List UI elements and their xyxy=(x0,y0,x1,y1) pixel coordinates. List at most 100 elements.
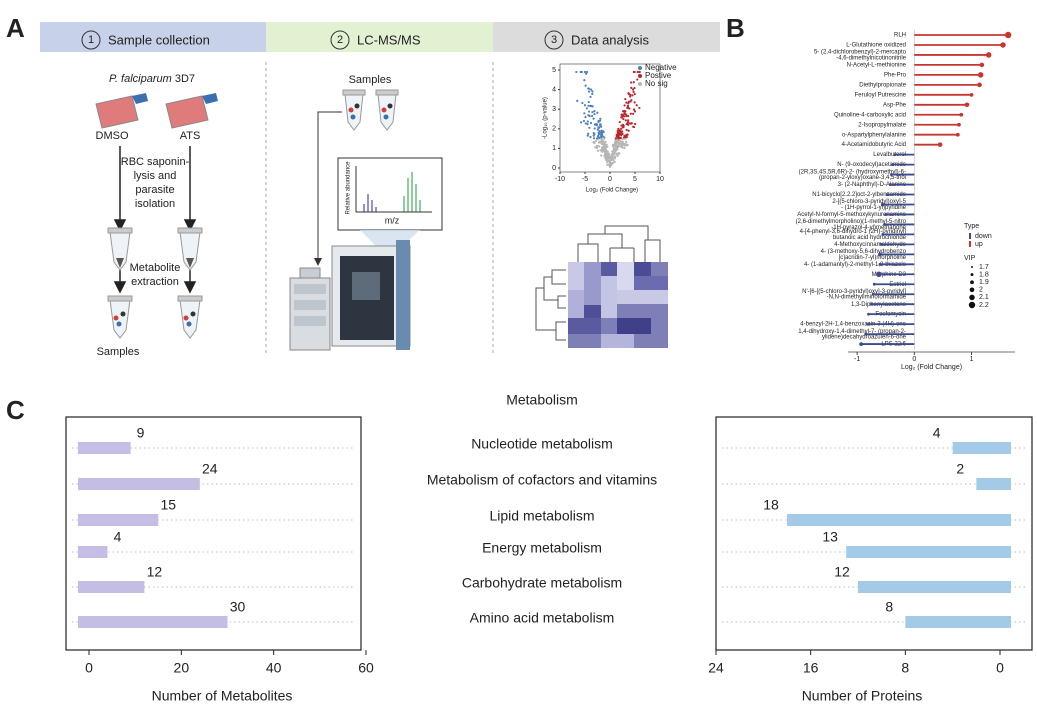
bar xyxy=(952,442,1011,454)
volcano-dot xyxy=(593,110,596,113)
value-label: 24 xyxy=(202,461,218,477)
row-label: (2,6-dimethylmorpholino)(1-methyl-5-nitr… xyxy=(796,219,907,225)
volcano-dot xyxy=(601,149,605,152)
sample-dots xyxy=(113,311,196,327)
lollipop-dot xyxy=(881,232,885,236)
lollipop-dot xyxy=(883,222,887,226)
row-label: Acetyl-N-formyl-5-methoxykynurenamine xyxy=(797,212,906,218)
volcano-dot xyxy=(625,135,628,138)
volcano-dot xyxy=(585,70,589,74)
volcano-dot xyxy=(627,129,630,132)
spectrum-ylabel: Relative abundance xyxy=(346,161,352,215)
volcano-dot xyxy=(613,150,616,153)
volcano-dot xyxy=(618,120,621,124)
volcano-dot xyxy=(625,128,628,132)
volcano-dot xyxy=(609,164,613,167)
x-axis-label: Number of Metabolites xyxy=(152,688,293,704)
volcano-dot xyxy=(593,112,596,116)
lollipop-dot xyxy=(866,322,869,326)
lollipop-dot xyxy=(957,122,961,127)
volcano-dot xyxy=(600,149,603,152)
lollipop-dot xyxy=(885,193,889,196)
volcano-dot xyxy=(586,134,589,137)
volcano-dot xyxy=(576,99,579,102)
lollipop-dot xyxy=(955,132,960,137)
row-label: 5- (2,4-dichlorobenzyl)-2-mercapto xyxy=(814,50,907,56)
strain-id: 3D7 xyxy=(175,73,195,85)
panel-label: C xyxy=(6,395,25,425)
volcano-dot xyxy=(610,154,613,157)
volcano-dot xyxy=(622,124,625,127)
row-label: butanoic acid hydrochloride xyxy=(833,235,907,241)
row-label: Phe-Pro xyxy=(884,72,907,78)
volcano-dot xyxy=(595,122,598,126)
dendrogram xyxy=(535,225,661,341)
row-label: 1,4-dihydroxy-1,4-dimethyl-7- (propan-2- xyxy=(798,329,906,335)
legend-size xyxy=(970,273,974,277)
plot-frame xyxy=(715,416,1033,651)
volcano-dot xyxy=(613,160,616,164)
volcano-xlabel: Log₂ (Fold Change) xyxy=(586,188,638,194)
volcano-dot xyxy=(624,97,627,101)
volcano-dot xyxy=(589,121,593,125)
volcano-dot xyxy=(614,152,618,155)
volcano-dot xyxy=(615,139,618,142)
bar xyxy=(846,546,1011,558)
arrows xyxy=(113,146,197,294)
volcano-dot xyxy=(595,146,599,150)
volcano-dot xyxy=(598,140,601,143)
row-label: 4-Methoxycinnamaldehyde xyxy=(834,242,906,248)
row-label: -1H-pyrazol-4-yl)methanone xyxy=(831,225,906,231)
volcano-dot xyxy=(631,94,634,97)
legend-label: 2 xyxy=(979,287,983,294)
volcano-dot xyxy=(621,142,624,145)
lollipop-dot xyxy=(964,102,970,108)
volcano-dot xyxy=(625,114,628,118)
volcano-dot xyxy=(633,86,636,90)
legend-swatch xyxy=(969,233,971,239)
legend-size xyxy=(971,266,973,268)
volcano-dot xyxy=(618,139,622,142)
volcano-dot xyxy=(599,123,602,126)
volcano-dot xyxy=(617,127,620,130)
lollipop-dot xyxy=(1000,42,1006,48)
value-label: 9 xyxy=(137,425,145,441)
y-tick-label: 4 xyxy=(552,86,556,93)
legend-label: No sig xyxy=(645,79,668,88)
volcano-dot xyxy=(626,121,630,124)
lollipop-dot xyxy=(1004,31,1012,39)
volcano-dot xyxy=(617,134,620,138)
volcano-dot xyxy=(592,117,595,120)
volcano-dot xyxy=(600,136,603,139)
bar xyxy=(78,514,159,526)
volcano-dot xyxy=(589,95,592,98)
row-label: N'-[6-[(5-chloro-3-pyridyl)oxy]-3-pyridy… xyxy=(802,289,906,295)
strain: P. falciparum 3D7 xyxy=(109,73,195,85)
legend-title: Type xyxy=(964,223,979,230)
step-text: lysis and xyxy=(134,170,177,182)
volcano-dot xyxy=(635,104,638,107)
category-label: Carbohydrate metabolism xyxy=(462,575,622,591)
step-text: extraction xyxy=(131,276,179,288)
volcano-dot xyxy=(588,126,591,129)
instrument xyxy=(289,240,411,351)
lollipop-dot xyxy=(969,92,974,97)
y-tick-label: 0 xyxy=(552,165,556,172)
value-label: 12 xyxy=(834,564,850,580)
volcano-dot xyxy=(603,137,606,140)
volcano-dot xyxy=(627,114,630,118)
volcano-dot xyxy=(584,122,587,125)
row-label: N1-bicyclo[2.2.2]oct-2-ylbenzamide xyxy=(812,192,906,198)
volcano-plot: -Log₁₀ (p-value) Log₂ (Fold Change) -10 -… xyxy=(543,63,678,193)
volcano-dot xyxy=(621,116,624,119)
lollipop-dot xyxy=(867,312,871,316)
volcano-dot xyxy=(595,139,598,143)
x-axis-label: Log₂ (Fold Change) xyxy=(901,364,962,371)
legend-label: down xyxy=(975,233,992,240)
volcano-dot xyxy=(587,110,591,113)
legend-swatch xyxy=(638,82,642,86)
zoom-cone xyxy=(360,230,420,248)
volcano-dot xyxy=(631,88,635,91)
